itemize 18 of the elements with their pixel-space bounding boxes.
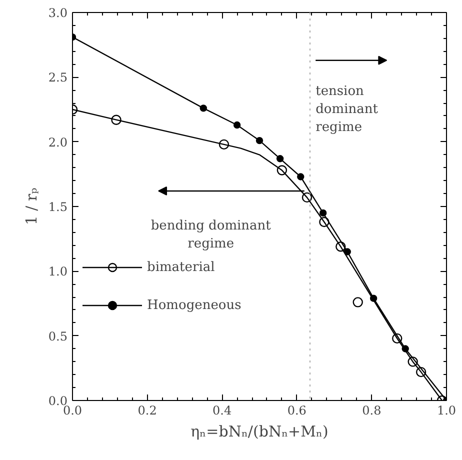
legend-label: Homogeneous — [147, 298, 242, 312]
x-tick-label: 0.8 — [362, 404, 382, 418]
annotation: bending dominant regime — [150, 218, 272, 252]
y-tick-label: 3.0 — [48, 6, 68, 20]
y-tick-label: 0.5 — [48, 329, 68, 344]
y-tick-label: 2.5 — [48, 70, 68, 85]
y-axis-title: 1 / rₚ — [22, 188, 40, 226]
y-tick-label: 1.0 — [48, 264, 68, 279]
x-axis-title: ηₙ=bNₙ/(bNₙ+Mₙ) — [190, 422, 328, 440]
x-tick-label: 0.2 — [138, 404, 157, 418]
y-tick-label: 1.5 — [48, 200, 68, 214]
x-tick-label: 1.0 — [436, 404, 456, 418]
x-tick-label: 0.4 — [212, 404, 232, 418]
annotation: tension dominant regime — [316, 84, 379, 135]
x-tick-label: 0.6 — [287, 404, 306, 418]
y-tick-label: 2.0 — [48, 135, 68, 150]
legend-label: bimaterial — [147, 260, 215, 274]
x-tick-label: 0.0 — [62, 404, 82, 418]
